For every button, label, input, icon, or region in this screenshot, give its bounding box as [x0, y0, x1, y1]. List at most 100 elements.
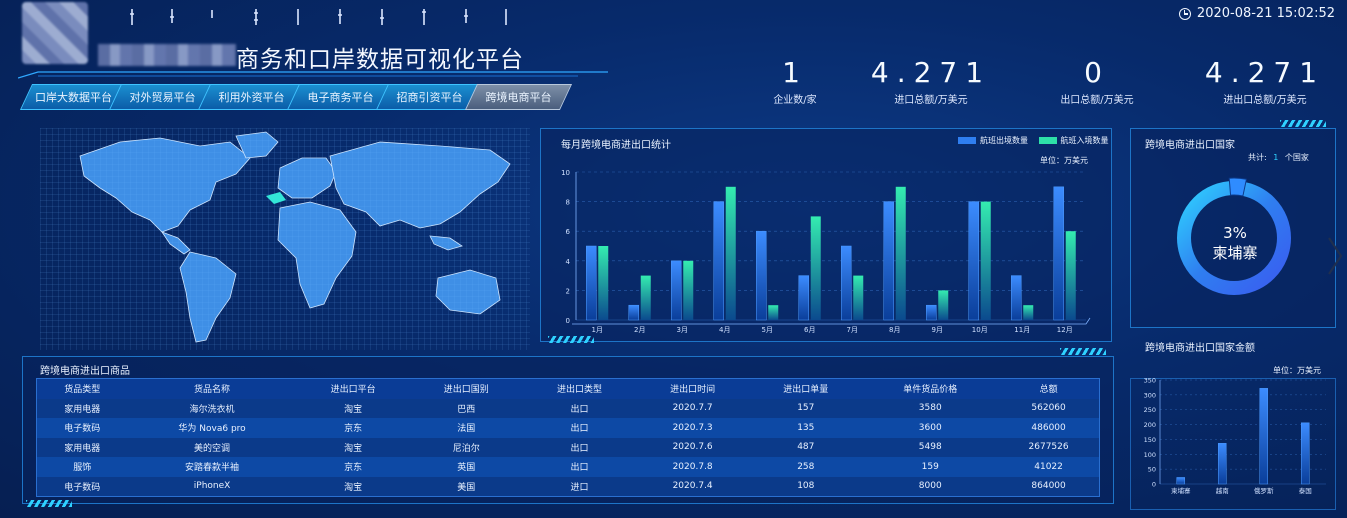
bar-amount[interactable]	[1218, 443, 1227, 485]
table-cell: 2020.7.7	[672, 403, 713, 414]
column-header[interactable]: 货品名称	[194, 385, 231, 396]
table-cell: 3580	[918, 403, 942, 414]
kpi-enterprise-count: 1 企业数/家	[710, 56, 880, 106]
bar-out[interactable]	[883, 201, 894, 321]
tab-6[interactable]: 跨境电商平台	[471, 84, 566, 110]
goods-table: 货品类型 货品名称 进出口平台 进出口国别 进出口类型 进出口时间 进出口单量 单件货品价格 总…	[37, 379, 1099, 496]
bar-out[interactable]	[586, 245, 597, 321]
table-row[interactable]: 家用电器 海尔洗衣机 淘宝 巴西 出口 2020.7.7 157 3580 562060	[37, 398, 1099, 418]
kpi-value: 1	[782, 56, 808, 89]
column-header[interactable]: 进出口类型	[556, 385, 602, 396]
table-cell: 出口	[570, 443, 589, 454]
amount-unit: 单位：万美元	[1273, 366, 1321, 375]
table-row[interactable]: 电子数码 华为 Nova6 pro 京东 法国 出口 2020.7.3 135 3600 486…	[37, 418, 1099, 438]
title-prefix-blurred	[98, 44, 236, 66]
bar-in[interactable]	[683, 260, 694, 320]
goods-table-body: 家用电器 海尔洗衣机 淘宝 巴西 出口 2020.7.7 157 3580 562060 电子数码…	[37, 398, 1099, 496]
y-tick-label: 350	[1144, 377, 1156, 385]
table-row[interactable]: 家用电器 美的空调 淘宝 尼泊尔 出口 2020.7.6 487 5498 2677526	[37, 437, 1099, 457]
bar-amount[interactable]	[1301, 422, 1310, 485]
x-tick-label: 1月	[592, 326, 603, 334]
table-row[interactable]: 服饰 安踏春款半袖 京东 英国 出口 2020.7.8 258 159 41022	[37, 457, 1099, 477]
bar-out[interactable]	[798, 275, 809, 321]
column-header[interactable]: 进出口时间	[670, 385, 716, 396]
x-tick-label: 柬埔寨	[1171, 486, 1191, 495]
bar-out[interactable]	[926, 304, 937, 321]
chevron-right-icon[interactable]	[1327, 236, 1343, 276]
bar-in[interactable]	[725, 186, 736, 320]
tab-4[interactable]: 电子商务平台	[293, 84, 388, 110]
x-tick-label: 8月	[889, 326, 900, 334]
monthly-unit: 单位：万美元	[1040, 156, 1088, 165]
table-cell: 京东	[344, 424, 363, 435]
bar-out[interactable]	[1011, 275, 1022, 321]
x-tick-label: 4月	[719, 326, 730, 334]
mongolian-script-decoration	[130, 9, 507, 25]
table-row[interactable]: 电子数码 iPhoneX 淘宝 美国 进口 2020.7.4 108 8000 864000	[37, 476, 1099, 496]
table-cell: 淘宝	[344, 404, 363, 415]
column-header[interactable]: 货品类型	[64, 385, 101, 396]
column-header[interactable]: 进出口单量	[783, 385, 829, 396]
bar-out[interactable]	[628, 304, 639, 321]
bar-in[interactable]	[938, 290, 949, 320]
bar-out[interactable]	[1053, 186, 1064, 321]
datetime-text: 2020-08-21 15:02:52	[1196, 6, 1335, 21]
table-cell: 进口	[570, 482, 589, 493]
bar-out[interactable]	[671, 260, 682, 321]
table-cell: 2020.7.8	[672, 461, 713, 472]
legend-swatch-in	[1038, 137, 1057, 144]
bar-in[interactable]	[980, 201, 991, 320]
kpi-import-total: 4.271 进口总额/万美元	[846, 56, 1016, 106]
bar-out[interactable]	[841, 245, 852, 321]
table-cell: 出口	[570, 463, 589, 474]
table-cell: 2020.7.4	[672, 481, 713, 492]
bar-in[interactable]	[640, 275, 651, 320]
panel-corner-decoration	[1280, 120, 1326, 127]
tab-5[interactable]: 招商引资平台	[382, 84, 477, 110]
bar-in[interactable]	[1065, 231, 1076, 320]
amount-panel-title: 跨境电商进出口国家金额	[1145, 343, 1255, 354]
column-header[interactable]: 进出口国别	[443, 385, 489, 396]
table-cell: 电子数码	[64, 482, 101, 493]
bar-amount[interactable]	[1176, 477, 1185, 485]
table-cell: 159	[921, 461, 939, 472]
bar-in[interactable]	[768, 305, 779, 320]
tab-3[interactable]: 利用外资平台	[204, 84, 299, 110]
x-tick-label: 11月	[1014, 326, 1030, 334]
bar-in[interactable]	[1023, 305, 1034, 320]
title-underline-decoration	[18, 71, 608, 79]
tab-1[interactable]: 口岸大数据平台	[26, 84, 121, 110]
donut-slice-cambodia[interactable]	[1228, 177, 1248, 197]
kpi-label: 出口总额/万美元	[1060, 95, 1134, 106]
world-map[interactable]	[40, 128, 530, 350]
y-tick-label: 250	[1144, 406, 1156, 414]
tab-2[interactable]: 对外贸易平台	[115, 84, 210, 110]
highlighted-region[interactable]	[266, 192, 286, 204]
table-cell: 美的空调	[194, 443, 231, 454]
bar-out[interactable]	[756, 230, 767, 321]
table-cell: 41022	[1034, 461, 1063, 472]
bar-amount[interactable]	[1259, 388, 1268, 485]
column-header[interactable]: 进出口平台	[330, 385, 376, 396]
panel-corner-decoration	[1060, 348, 1106, 355]
donut-center-label: 3% 柬埔寨	[1195, 224, 1275, 263]
country-total-value: 1	[1273, 153, 1279, 162]
table-cell: 淘宝	[344, 482, 363, 493]
bar-out[interactable]	[968, 201, 979, 321]
bar-in[interactable]	[895, 186, 906, 320]
panel-corner-decoration	[548, 336, 594, 343]
y-tick-label: 0	[566, 317, 570, 325]
donut-percent: 3%	[1223, 224, 1247, 242]
donut-country: 柬埔寨	[1212, 244, 1258, 262]
table-cell: 157	[797, 403, 815, 414]
table-cell: 258	[797, 461, 815, 472]
bar-in[interactable]	[598, 246, 609, 320]
column-header[interactable]: 单件货品价格	[903, 385, 958, 396]
bar-in[interactable]	[810, 216, 821, 320]
legend-label-out: 航班出境数量	[980, 136, 1028, 145]
amount-panel	[1130, 378, 1336, 510]
bar-out[interactable]	[713, 201, 724, 321]
column-header[interactable]: 总额	[1039, 385, 1058, 396]
panel-corner-decoration	[26, 500, 72, 507]
bar-in[interactable]	[853, 275, 864, 320]
